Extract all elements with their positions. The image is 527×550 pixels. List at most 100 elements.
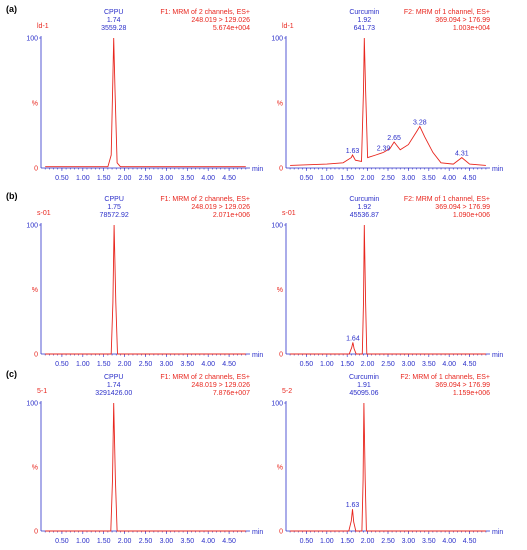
sample-id-label: s-01: [37, 210, 51, 217]
x-tick-label: 2.00: [118, 175, 132, 182]
y-axis-percent-label: %: [277, 101, 283, 108]
x-unit-label: min: [252, 166, 263, 173]
x-tick-label: 4.50: [463, 175, 477, 182]
x-tick-label: 4.50: [222, 538, 236, 545]
x-tick-label: 1.00: [76, 361, 90, 368]
sample-id-label: ld-1: [282, 23, 294, 30]
x-tick-label: 3.50: [422, 538, 436, 545]
x-unit-label: min: [252, 529, 263, 536]
intensity-scale-label: 5.674e+004: [213, 25, 250, 32]
peak-area-label: 78572.92: [100, 212, 129, 219]
sample-id-label: 5-1: [37, 388, 47, 395]
peak-area-label: 641.73: [354, 25, 376, 32]
sample-id-label: s-01: [282, 210, 296, 217]
y-tick-label: 0: [279, 352, 283, 359]
peak-area-label: 3291426.00: [95, 390, 132, 397]
x-tick-label: 4.00: [442, 361, 456, 368]
peak-rt-label: 1.63: [346, 502, 360, 509]
chromatogram-trace: [45, 224, 246, 355]
chromatogram-trace: [290, 37, 486, 166]
intensity-scale-label: 7.876e+007: [213, 390, 250, 397]
x-tick-label: 3.00: [402, 361, 416, 368]
mrm-transition-label: 369.094 > 176.99: [435, 382, 490, 389]
y-axis-percent-label: %: [277, 287, 283, 294]
mrm-function-label: F2: MRM of 1 channel, ES+: [404, 196, 490, 203]
x-tick-label: 0.50: [300, 361, 314, 368]
x-unit-label: min: [492, 352, 503, 359]
x-tick-label: 0.50: [55, 361, 69, 368]
chromatogram-trace: [45, 402, 246, 532]
x-tick-label: 1.50: [340, 361, 354, 368]
intensity-scale-label: 1.159e+006: [453, 390, 490, 397]
intensity-scale-label: 1.003e+004: [453, 25, 490, 32]
intensity-scale-label: 1.090e+006: [453, 212, 490, 219]
y-tick-label: 0: [34, 352, 38, 359]
x-tick-label: 3.00: [402, 175, 416, 182]
retention-time-label: 1.74: [107, 382, 121, 389]
y-tick-label: 0: [34, 529, 38, 536]
peak-area-label: 45536.87: [350, 212, 379, 219]
x-tick-label: 2.00: [361, 175, 375, 182]
x-tick-label: 2.50: [139, 538, 153, 545]
x-tick-label: 3.50: [422, 175, 436, 182]
x-tick-label: 2.50: [139, 361, 153, 368]
mrm-transition-label: 248.019 > 129.026: [191, 17, 250, 24]
y-tick-label: 100: [271, 223, 283, 230]
x-tick-label: 2.00: [361, 361, 375, 368]
x-tick-label: 2.00: [118, 361, 132, 368]
y-axis-percent-label: %: [32, 101, 38, 108]
x-unit-label: min: [492, 166, 503, 173]
x-tick-label: 4.00: [442, 175, 456, 182]
compound-name-label: CPPU: [104, 374, 123, 381]
x-tick-label: 1.50: [97, 538, 111, 545]
x-unit-label: min: [252, 352, 263, 359]
x-unit-label: min: [492, 529, 503, 536]
retention-time-label: 1.91: [357, 382, 371, 389]
peak-rt-label: 1.64: [346, 335, 360, 342]
x-tick-label: 1.50: [340, 175, 354, 182]
mrm-transition-label: 369.094 > 176.99: [435, 17, 490, 24]
compound-name-label: CPPU: [104, 9, 123, 16]
x-tick-label: 4.50: [463, 361, 477, 368]
compound-name-label: Curcumin: [349, 196, 379, 203]
x-tick-label: 2.00: [118, 538, 132, 545]
retention-time-label: 1.92: [358, 204, 372, 211]
y-tick-label: 0: [279, 529, 283, 536]
chromatogram-trace: [45, 37, 246, 168]
x-tick-label: 0.50: [300, 175, 314, 182]
x-tick-label: 3.00: [160, 538, 174, 545]
peak-rt-label: 1.63: [346, 148, 360, 155]
x-tick-label: 1.00: [76, 175, 90, 182]
panel-label: (c): [6, 369, 17, 379]
peak-rt-label: 2.65: [387, 135, 401, 142]
x-tick-label: 1.50: [340, 538, 354, 545]
x-tick-label: 3.00: [160, 175, 174, 182]
mrm-function-label: F1: MRM of 2 channels, ES+: [160, 9, 250, 16]
x-tick-label: 4.50: [463, 538, 477, 545]
x-tick-label: 4.00: [201, 538, 215, 545]
x-tick-label: 3.00: [160, 361, 174, 368]
x-tick-label: 2.50: [381, 175, 395, 182]
x-tick-label: 1.50: [97, 175, 111, 182]
retention-time-label: 1.74: [107, 17, 121, 24]
x-tick-label: 2.50: [381, 361, 395, 368]
x-tick-label: 3.00: [402, 538, 416, 545]
mrm-function-label: F1: MRM of 2 channels, ES+: [160, 374, 250, 381]
x-tick-label: 3.50: [180, 538, 194, 545]
intensity-scale-label: 2.071e+006: [213, 212, 250, 219]
x-tick-label: 4.00: [201, 361, 215, 368]
x-tick-label: 3.50: [180, 175, 194, 182]
y-tick-label: 100: [271, 401, 283, 408]
y-tick-label: 0: [279, 166, 283, 173]
y-axis-percent-label: %: [32, 465, 38, 472]
x-tick-label: 3.50: [180, 361, 194, 368]
panel-label: (b): [6, 191, 18, 201]
x-tick-label: 4.50: [222, 361, 236, 368]
mrm-function-label: F2: MRM of 1 channels, ES+: [400, 374, 490, 381]
retention-time-label: 1.92: [358, 17, 372, 24]
x-tick-label: 3.50: [422, 361, 436, 368]
x-tick-label: 4.00: [201, 175, 215, 182]
y-tick-label: 100: [26, 223, 38, 230]
x-tick-label: 2.50: [381, 538, 395, 545]
